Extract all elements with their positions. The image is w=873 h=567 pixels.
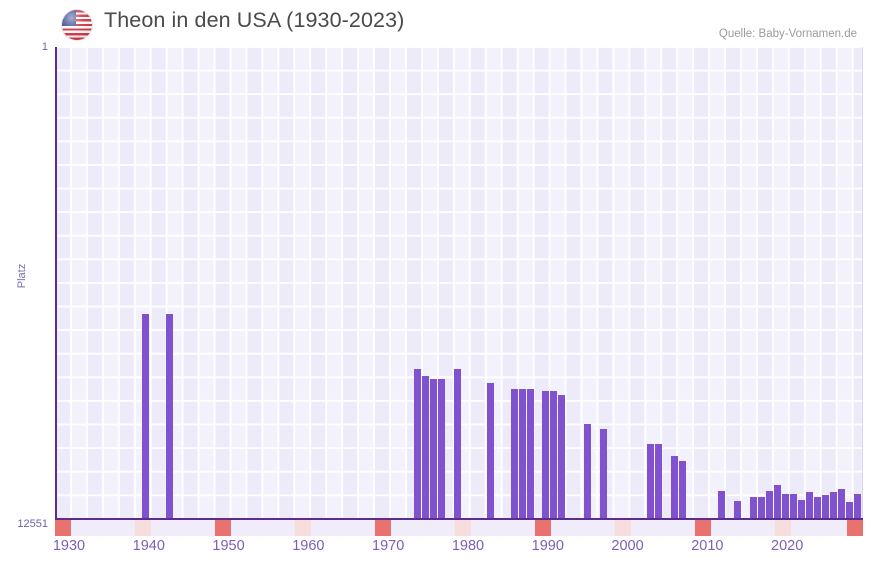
- heat-cell: [615, 520, 631, 536]
- bar-2014[interactable]: [798, 500, 805, 519]
- x-axis-tick-2020: 2020: [771, 538, 804, 554]
- bar-1967[interactable]: [414, 369, 421, 519]
- x-axis-tick-1960: 1960: [292, 538, 325, 554]
- bar-2018[interactable]: [830, 492, 837, 519]
- x-axis-tick-1940: 1940: [132, 538, 165, 554]
- bar-2008[interactable]: [750, 497, 757, 519]
- bar-2020[interactable]: [846, 502, 853, 519]
- us-flag-icon: [62, 10, 92, 40]
- bar-2006[interactable]: [734, 501, 741, 519]
- bar-1972[interactable]: [454, 369, 461, 519]
- heat-cell: [375, 520, 391, 536]
- bar-1988[interactable]: [584, 424, 591, 519]
- bar-1969[interactable]: [430, 379, 437, 519]
- heat-cell: [311, 520, 375, 536]
- y-axis-tick-top: 1: [41, 41, 48, 53]
- x-axis-tick-1950: 1950: [212, 538, 245, 554]
- x-axis-tick-1980: 1980: [451, 538, 485, 554]
- decade-heat-strip: [55, 520, 863, 536]
- heat-cell: [215, 520, 231, 536]
- heat-cell: [631, 520, 695, 536]
- bar-2015[interactable]: [806, 492, 813, 519]
- x-axis-tick-2010: 2010: [691, 538, 724, 554]
- flag-gloss: [62, 10, 92, 40]
- heat-cell: [455, 520, 471, 536]
- y-axis-tick-bottom: 12551: [17, 518, 48, 530]
- x-axis-tick-1970: 1970: [372, 538, 405, 554]
- bar-1998[interactable]: [671, 456, 678, 519]
- bar-1935[interactable]: [166, 314, 173, 519]
- heat-cell: [695, 520, 711, 536]
- heat-cell: [775, 520, 791, 536]
- bar-2017[interactable]: [822, 495, 829, 519]
- bar-1995[interactable]: [647, 444, 654, 519]
- heat-cell: [471, 520, 535, 536]
- bar-1976[interactable]: [487, 383, 494, 519]
- heat-cell: [711, 520, 775, 536]
- heat-cell: [71, 520, 135, 536]
- x-axis-tick-1930: 1930: [52, 538, 86, 554]
- bar-1933[interactable]: [142, 314, 149, 519]
- heat-cell: [391, 520, 455, 536]
- heat-cell: [55, 520, 71, 536]
- bar-2012[interactable]: [782, 494, 789, 519]
- x-axis-tick-1990: 1990: [531, 538, 564, 554]
- bar-1979[interactable]: [511, 389, 518, 519]
- y-axis-label: Platz: [16, 263, 28, 289]
- y-axis-line: [55, 47, 57, 519]
- heat-cell: [551, 520, 615, 536]
- bar-1984[interactable]: [550, 391, 557, 519]
- heat-cell: [791, 520, 847, 536]
- bar-2019[interactable]: [838, 489, 845, 519]
- future-range-shade: [862, 47, 863, 519]
- bar-1980[interactable]: [519, 389, 526, 519]
- bar-2010[interactable]: [766, 491, 773, 519]
- bar-1970[interactable]: [438, 379, 445, 519]
- x-axis-tick-2000: 2000: [611, 538, 644, 554]
- bar-2016[interactable]: [814, 497, 821, 519]
- heat-cell: [847, 520, 863, 536]
- bar-1981[interactable]: [527, 389, 534, 519]
- bar-2013[interactable]: [790, 494, 797, 519]
- source-label: Quelle: Baby-Vornamen.de: [718, 28, 857, 40]
- heat-cell: [535, 520, 551, 536]
- heat-cell: [295, 520, 311, 536]
- bar-1983[interactable]: [542, 391, 549, 519]
- bar-1968[interactable]: [422, 376, 429, 519]
- bar-1996[interactable]: [655, 444, 662, 519]
- bar-2021[interactable]: [854, 494, 861, 519]
- bar-series: [55, 47, 863, 519]
- bar-1999[interactable]: [679, 461, 686, 519]
- heat-cell: [151, 520, 215, 536]
- plot-area: [55, 47, 863, 519]
- heat-cell: [231, 520, 295, 536]
- chart-header: Theon in den USA (1930-2023) Quelle: Bab…: [0, 0, 873, 46]
- bar-2011[interactable]: [774, 485, 781, 519]
- bar-2004[interactable]: [718, 491, 725, 519]
- x-axis-line: [55, 518, 863, 520]
- bar-1990[interactable]: [600, 429, 607, 519]
- bar-1985[interactable]: [558, 395, 565, 519]
- page-title: Theon in den USA (1930-2023): [104, 8, 405, 32]
- x-axis-tick-labels: 1930 1940 1950 1960 1970 1980 1990 2000 2010 2020: [0, 538, 873, 566]
- heat-cell: [135, 520, 151, 536]
- bar-2009[interactable]: [758, 497, 765, 519]
